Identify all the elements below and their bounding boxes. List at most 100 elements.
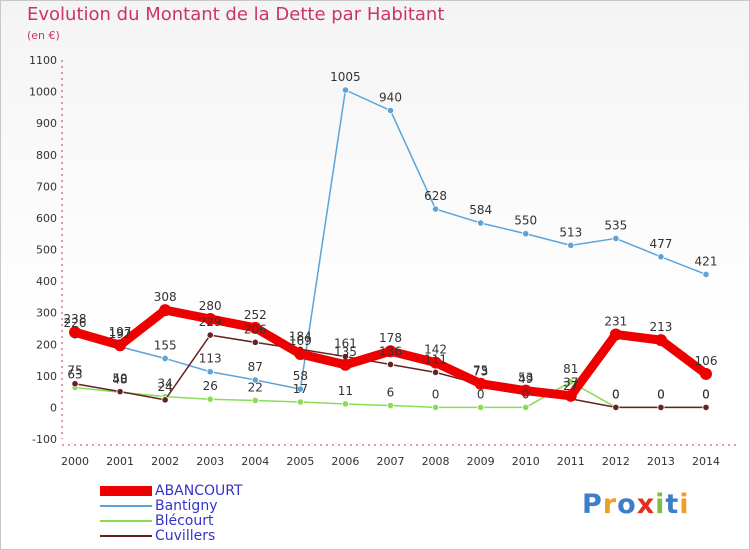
- y-tick-label: 100: [36, 370, 57, 383]
- data-label: 535: [604, 218, 627, 232]
- y-tick-label: 1000: [29, 86, 57, 99]
- data-label: 81: [563, 362, 578, 376]
- data-point: [206, 395, 214, 403]
- data-label: 87: [248, 360, 263, 374]
- y-tick-label: 800: [36, 149, 57, 162]
- data-label: 308: [154, 290, 177, 304]
- data-point: [657, 253, 665, 261]
- y-tick-label: 200: [36, 338, 57, 351]
- data-label: 229: [199, 315, 222, 329]
- data-point: [69, 326, 81, 339]
- legend-label: Cuvillers: [155, 528, 216, 544]
- data-label: 111: [424, 352, 447, 366]
- data-point: [161, 396, 169, 404]
- data-point: [567, 241, 575, 249]
- data-label: 178: [379, 331, 402, 345]
- data-label: 11: [338, 384, 353, 398]
- data-point: [702, 270, 710, 279]
- data-label: 0: [657, 387, 665, 401]
- legend-label: Blécourt: [155, 513, 214, 529]
- data-label: 206: [244, 322, 267, 336]
- data-label: 161: [334, 337, 357, 351]
- data-point: [386, 401, 395, 410]
- legend-item-bantigny: Bantigny: [100, 499, 360, 514]
- y-tick-label: 500: [36, 244, 57, 257]
- data-label: 0: [657, 387, 665, 401]
- data-point: [161, 354, 169, 363]
- data-point: [609, 328, 622, 341]
- data-point: [296, 385, 304, 393]
- x-tick-label: 2001: [106, 455, 134, 468]
- data-label: 252: [244, 308, 267, 322]
- y-tick-label: 900: [36, 117, 57, 130]
- data-label: 17: [293, 382, 308, 396]
- x-tick-label: 2009: [467, 455, 495, 468]
- legend-item-abancourt: ABANCOURT: [100, 484, 360, 499]
- x-tick-label: 2008: [422, 455, 450, 468]
- data-label: 0: [702, 387, 710, 401]
- proxiti-logo: Proxiti: [582, 489, 690, 520]
- data-point: [477, 403, 485, 412]
- data-label: 280: [199, 299, 222, 313]
- data-point: [384, 345, 397, 358]
- data-label: 24: [158, 380, 173, 394]
- data-point: [567, 378, 575, 386]
- data-label: 50: [112, 372, 127, 386]
- data-label: 0: [612, 387, 620, 401]
- data-label: 231: [604, 314, 627, 328]
- x-tick-label: 2003: [196, 455, 224, 468]
- data-label: 0: [612, 387, 620, 401]
- data-label: 75: [67, 364, 82, 378]
- logo-letter: t: [665, 489, 680, 520]
- legend-label: ABANCOURT: [155, 483, 243, 499]
- data-label: 106: [695, 354, 718, 368]
- data-point: [251, 376, 259, 384]
- data-point: [522, 403, 530, 412]
- data-label: 192: [109, 327, 132, 341]
- y-tick-label: 300: [36, 307, 57, 320]
- data-label: 34: [158, 377, 173, 391]
- data-point: [564, 389, 577, 402]
- legend-item-blécourt: Blécourt: [100, 514, 360, 529]
- legend-item-cuvillers: Cuvillers: [100, 529, 360, 544]
- data-point: [612, 403, 620, 412]
- legend-swatch: [100, 535, 152, 537]
- data-label: 73: [473, 364, 488, 378]
- data-point: [71, 380, 79, 388]
- data-point: [431, 403, 440, 412]
- data-point: [294, 348, 307, 361]
- data-label: 113: [199, 352, 222, 366]
- data-point: [700, 367, 712, 380]
- data-point: [114, 339, 127, 352]
- data-label: 550: [514, 214, 537, 228]
- data-point: [296, 398, 304, 406]
- x-tick-label: 2006: [331, 455, 359, 468]
- data-point: [206, 368, 214, 376]
- data-point: [339, 358, 352, 371]
- data-point: [206, 331, 214, 339]
- x-tick-label: 2000: [61, 455, 89, 468]
- x-tick-label: 2007: [377, 455, 405, 468]
- data-label: 169: [289, 334, 312, 348]
- y-tick-label: 700: [36, 180, 57, 193]
- data-label: 421: [695, 254, 718, 268]
- series-abancourt: [69, 304, 712, 402]
- data-point: [251, 396, 259, 405]
- data-point: [474, 377, 487, 390]
- legend-swatch: [100, 505, 152, 507]
- chart-title: Evolution du Montant de la Dette par Hab…: [27, 4, 445, 25]
- legend-swatch: [100, 486, 152, 496]
- series-layer: [69, 86, 712, 412]
- data-label: 477: [649, 237, 672, 251]
- logo-letter: r: [602, 489, 618, 520]
- data-point: [431, 205, 440, 213]
- data-label: 48: [112, 372, 127, 386]
- data-label: 0: [702, 387, 710, 401]
- data-label: 37: [563, 376, 578, 390]
- data-label: 58: [293, 369, 308, 383]
- data-label: 584: [469, 203, 492, 217]
- logo-letter: o: [617, 489, 637, 520]
- legend: ABANCOURT Bantigny Blécourt Cuvillers: [100, 484, 360, 544]
- x-tick-label: 2013: [647, 455, 675, 468]
